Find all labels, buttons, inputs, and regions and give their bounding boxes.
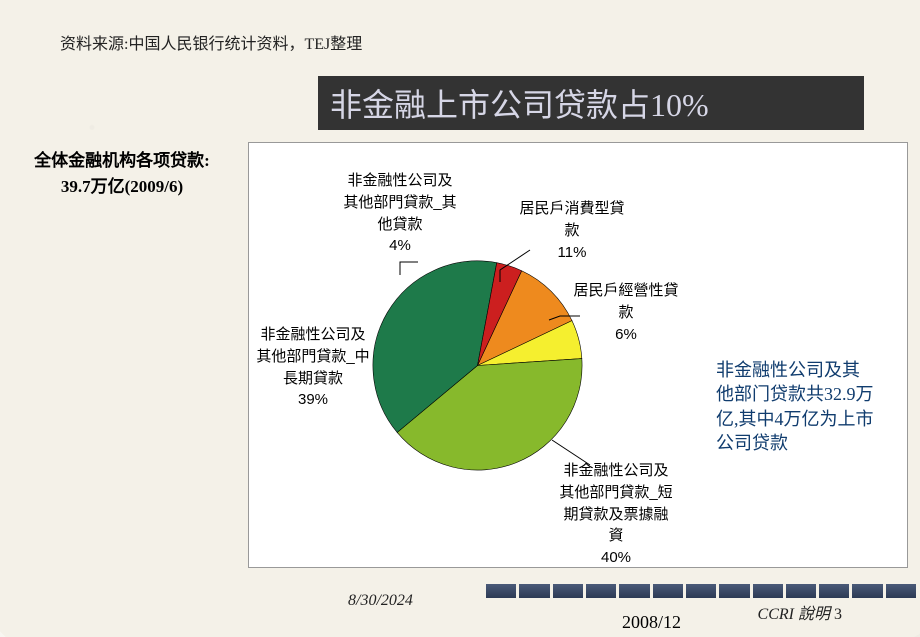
footer-seg-cell [886, 584, 916, 598]
pie-slice-label: 非金融性公司及 其他部門貸款_其 他貸款 4% [330, 170, 470, 257]
footer-date-left: 8/30/2024 [348, 592, 413, 610]
footer-seg-cell [486, 584, 516, 598]
pie-slice-label: 居民戶經營性貸 款 6% [566, 280, 686, 345]
footer-bottom-date: 2008/12 [622, 612, 681, 633]
footer-seg-cell [719, 584, 749, 598]
pie-slice-label: 居民戶消費型貸 款 11% [512, 198, 632, 263]
footer-seg-cell [586, 584, 616, 598]
pie-slice-label: 非金融性公司及 其他部門貸款_中 長期貸款 39% [248, 324, 378, 411]
pie-slice-label: 非金融性公司及 其他部門貸款_短 期貸款及票據融 資 40% [546, 460, 686, 569]
footer-page-number: 3 [834, 606, 842, 623]
footer-seg-cell [653, 584, 683, 598]
footer-seg-cell [786, 584, 816, 598]
footer-seg-cell [819, 584, 849, 598]
leader-line [400, 262, 418, 275]
leader-lines [0, 0, 920, 637]
footer-right: CCRI 說明 3 [758, 600, 842, 624]
footer-seg-cell [519, 584, 549, 598]
footer-progress-bar [486, 584, 916, 598]
footer-seg-cell [619, 584, 649, 598]
footer-seg-cell [852, 584, 882, 598]
footer-seg-cell [686, 584, 716, 598]
footer-seg-cell [553, 584, 583, 598]
footer-right-text: CCRI 說明 [758, 606, 830, 623]
footer-seg-cell [753, 584, 783, 598]
annotation-text: 非金融性公司及其他部门贷款共32.9万亿,其中4万亿为上市公司贷款 [716, 358, 876, 455]
